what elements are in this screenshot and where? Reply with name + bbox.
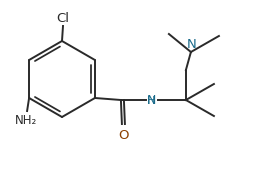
Text: H: H [147,96,155,106]
Text: N: N [147,93,156,107]
Text: N: N [187,38,197,51]
Text: Cl: Cl [56,12,70,25]
Text: O: O [118,129,129,142]
Text: NH₂: NH₂ [15,114,37,127]
